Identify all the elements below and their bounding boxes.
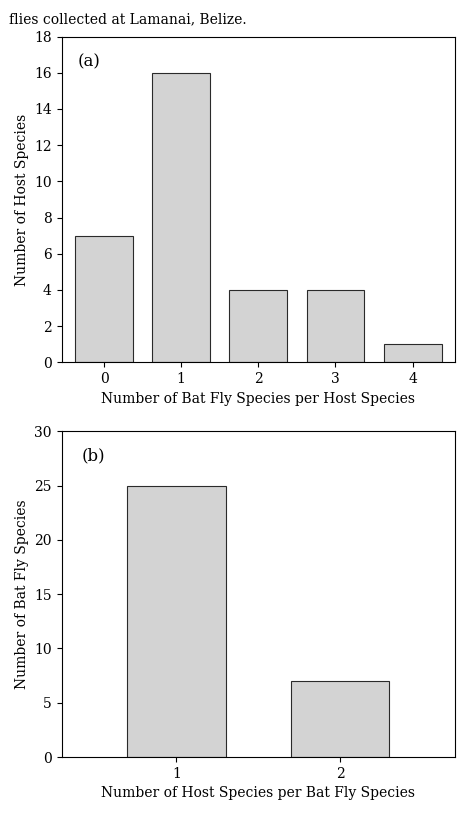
- Text: (a): (a): [77, 53, 100, 70]
- Bar: [291, 681, 390, 757]
- Bar: [152, 72, 210, 362]
- Text: (b): (b): [82, 448, 105, 465]
- Bar: [229, 290, 287, 362]
- Bar: [75, 235, 133, 362]
- Y-axis label: Number of Host Species: Number of Host Species: [15, 113, 28, 286]
- Text: flies collected at Lamanai, Belize.: flies collected at Lamanai, Belize.: [9, 12, 247, 26]
- Bar: [383, 344, 442, 362]
- Bar: [127, 486, 226, 757]
- X-axis label: Number of Bat Fly Species per Host Species: Number of Bat Fly Species per Host Speci…: [101, 392, 415, 405]
- X-axis label: Number of Host Species per Bat Fly Species: Number of Host Species per Bat Fly Speci…: [101, 786, 415, 800]
- Bar: [307, 290, 365, 362]
- Y-axis label: Number of Bat Fly Species: Number of Bat Fly Species: [15, 500, 29, 689]
